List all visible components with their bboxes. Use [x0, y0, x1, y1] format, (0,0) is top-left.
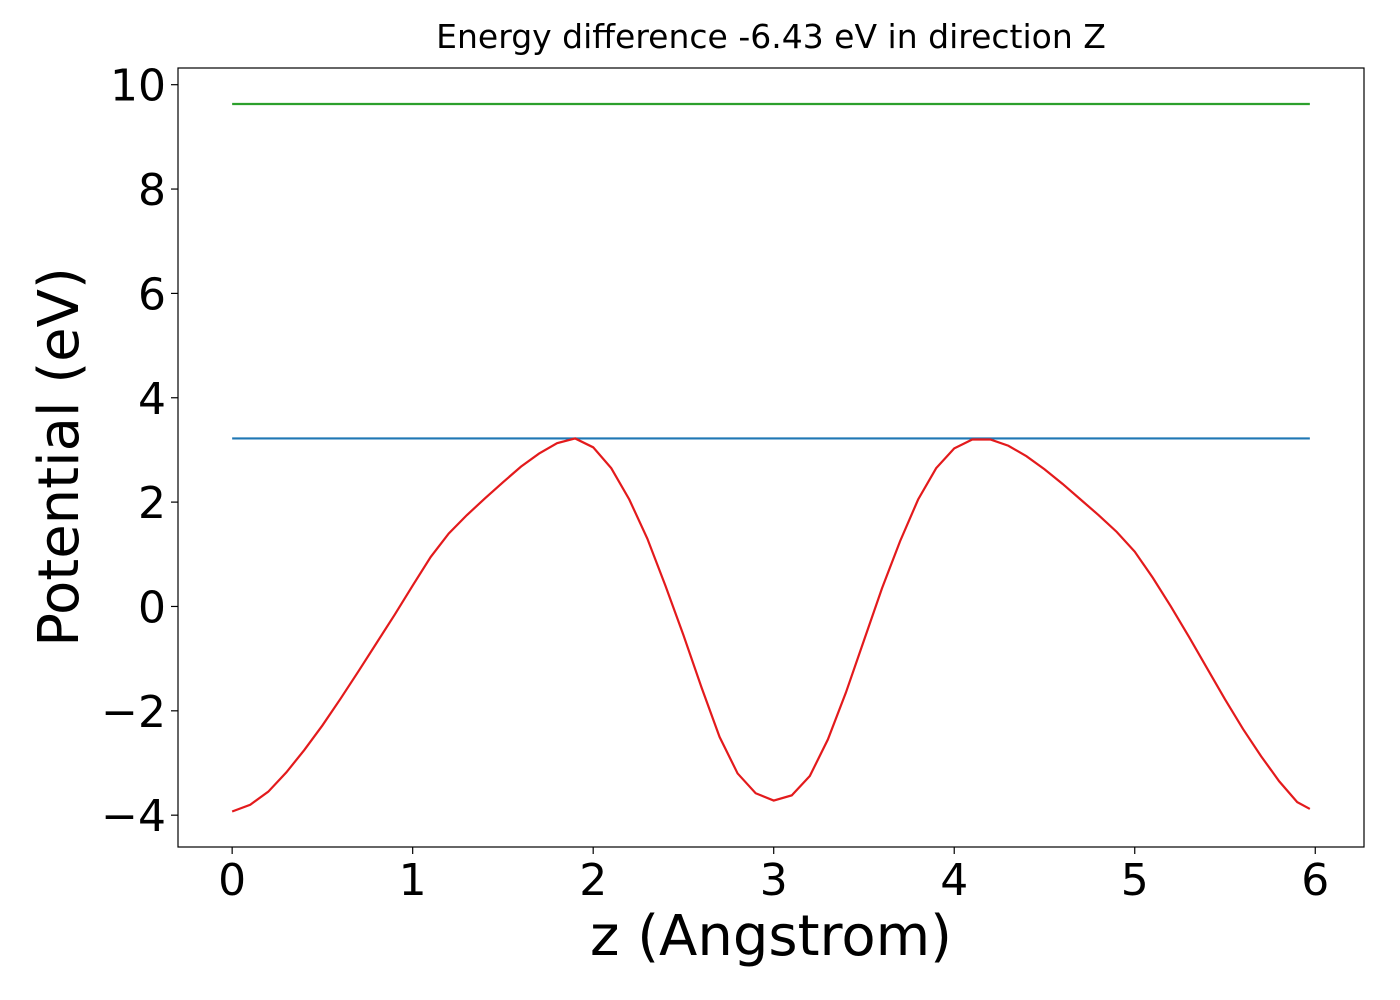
x-tick-label: 4 — [940, 855, 968, 906]
y-tick-label: 10 — [110, 61, 166, 112]
y-tick-label: −2 — [101, 687, 166, 738]
chart-title: Energy difference -6.43 eV in direction … — [436, 17, 1106, 56]
y-tick-label: 0 — [138, 582, 166, 633]
y-tick-label: 4 — [138, 374, 166, 425]
y-axis-label: Potential (eV) — [27, 267, 92, 647]
plot-frame — [177, 67, 1365, 848]
x-tick-label: 1 — [399, 855, 427, 906]
x-tick-label: 5 — [1121, 855, 1149, 906]
y-tick-label: 8 — [138, 165, 166, 216]
x-tick-label: 2 — [579, 855, 607, 906]
x-tick-label: 3 — [760, 855, 788, 906]
line-series — [231, 437, 1311, 813]
y-tick-label: 2 — [138, 478, 166, 529]
x-axis-label: z (Angstrom) — [590, 904, 952, 969]
y-tick-label: −4 — [101, 791, 166, 842]
x-tick-label: 6 — [1301, 855, 1329, 906]
y-tick-label: 6 — [138, 269, 166, 320]
x-tick-label: 0 — [218, 855, 246, 906]
